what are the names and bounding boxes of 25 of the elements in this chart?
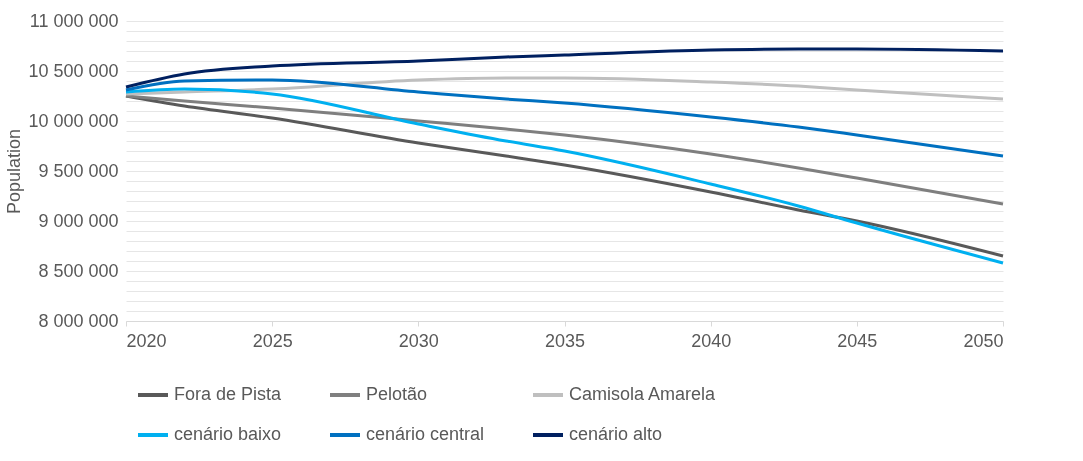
x-tick-label: 2050	[963, 330, 1004, 351]
legend-label: Camisola Amarela	[569, 384, 717, 404]
y-tick-label: 9 500 000	[38, 160, 119, 181]
y-tick-label: 10 500 000	[28, 60, 119, 81]
y-tick-label: 8 000 000	[38, 310, 119, 331]
x-tick-label: 2025	[252, 330, 293, 351]
x-tick-label: 2040	[691, 330, 732, 351]
line-series	[124, 47, 1005, 89]
legend-label: Fora de Pista	[174, 384, 283, 404]
y-tick-label: 9 000 000	[38, 210, 119, 231]
legend-label: cenário central	[366, 424, 485, 444]
legend-label: Pelotão	[366, 384, 428, 404]
legend-label: cenário alto	[569, 424, 663, 444]
line-series	[124, 76, 1005, 101]
legend-label: cenário baixo	[174, 424, 282, 444]
y-tick-label: 8 500 000	[38, 260, 119, 281]
x-tick-label: 2045	[837, 330, 878, 351]
y-tick-label: 11 000 000	[29, 10, 119, 31]
line-series	[124, 94, 1005, 206]
y-axis-title: Population	[4, 128, 25, 215]
x-tick-label: 2020	[126, 330, 167, 351]
x-tick-label: 2035	[544, 330, 586, 351]
y-tick-label: 10 000 000	[28, 110, 119, 131]
x-tick-label: 2030	[398, 330, 439, 351]
line-series	[124, 78, 1005, 158]
